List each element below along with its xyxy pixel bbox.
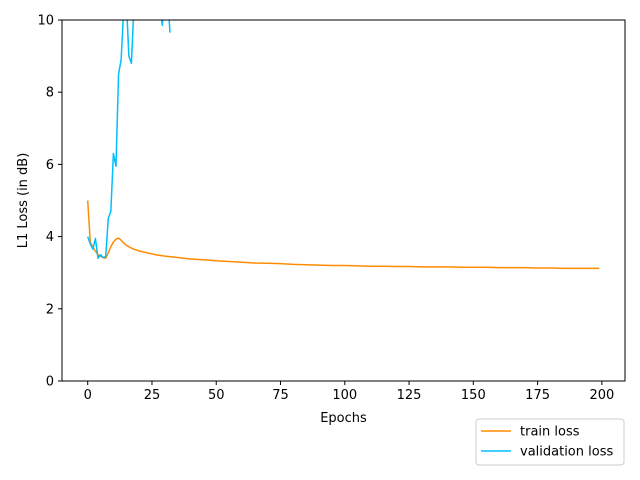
x-axis: 0 25 50 75 100 125 150 175 200 — [84, 381, 615, 403]
plot-area — [88, 0, 600, 268]
series-line-validation-loss — [88, 0, 170, 258]
y-tick-label: 4 — [46, 230, 54, 245]
x-axis-label: Epochs — [320, 411, 367, 426]
plot-frame — [62, 20, 625, 381]
y-tick-label: 10 — [37, 14, 54, 29]
x-tick-label: 200 — [589, 388, 614, 403]
y-axis: 0 2 4 6 8 10 — [37, 14, 62, 390]
y-tick-label: 2 — [46, 302, 54, 317]
x-tick-label: 50 — [208, 388, 225, 403]
x-tick-label: 0 — [84, 388, 92, 403]
y-tick-label: 0 — [46, 375, 54, 390]
x-tick-label: 175 — [525, 388, 550, 403]
x-tick-label: 25 — [144, 388, 161, 403]
y-tick-label: 8 — [46, 86, 54, 101]
y-tick-label: 6 — [46, 158, 54, 173]
x-tick-label: 150 — [461, 388, 486, 403]
x-tick-label: 125 — [397, 388, 422, 403]
legend-label-validation-loss: validation loss — [520, 445, 613, 460]
legend: train loss validation loss — [476, 419, 624, 465]
x-tick-label: 100 — [332, 388, 357, 403]
legend-label-train-loss: train loss — [520, 425, 580, 440]
y-axis-label: L1 Loss (in dB) — [16, 153, 31, 249]
x-tick-label: 75 — [272, 388, 289, 403]
series-line-train-loss — [88, 201, 600, 269]
